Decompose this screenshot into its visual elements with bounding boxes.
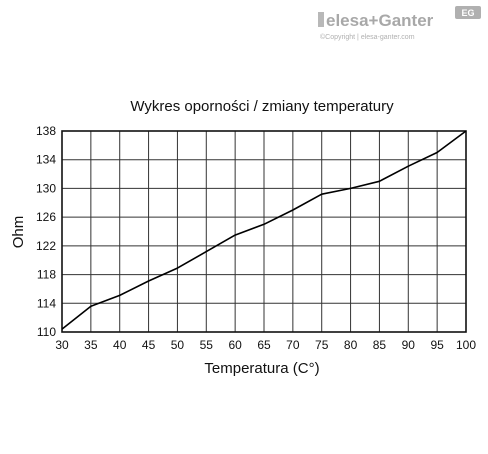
x-tick-label: 55: [200, 338, 214, 352]
x-tick-label: 85: [373, 338, 387, 352]
x-tick-label: 45: [142, 338, 156, 352]
y-tick-label: 130: [36, 181, 56, 195]
chart-title: Wykres oporności / zmiany temperatury: [130, 98, 394, 115]
grid: [61, 130, 467, 333]
y-axis-ticks: 110 114 118 122 126 130 134 138: [36, 124, 56, 339]
x-tick-label: 60: [228, 338, 242, 352]
plot-frame: [61, 130, 467, 333]
x-tick-label: 35: [84, 338, 98, 352]
brand-badge: EG: [455, 6, 481, 19]
x-tick-label: 75: [315, 338, 329, 352]
brand-mark-icon: [318, 12, 324, 27]
x-tick-label: 100: [456, 338, 476, 352]
x-tick-label: 80: [344, 338, 358, 352]
x-tick-label: 70: [286, 338, 300, 352]
x-tick-label: 40: [113, 338, 127, 352]
x-tick-label: 30: [55, 338, 69, 352]
y-tick-label: 126: [36, 210, 56, 224]
brand-name: elesa+Ganter: [326, 11, 434, 30]
series-line: [61, 130, 467, 330]
brand-logo: elesa+Ganter EG ©Copyright | elesa-gante…: [318, 6, 481, 41]
x-tick-label: 90: [402, 338, 416, 352]
y-tick-label: 114: [37, 296, 56, 310]
y-tick-label: 118: [37, 268, 56, 282]
x-tick-label: 50: [171, 338, 185, 352]
y-tick-label: 110: [37, 325, 56, 339]
x-tick-label: 65: [257, 338, 271, 352]
y-axis-label: Ohm: [10, 216, 27, 249]
y-tick-label: 122: [36, 239, 56, 253]
y-tick-label: 138: [36, 124, 56, 138]
brand-badge-text: EG: [461, 8, 474, 18]
x-axis-ticks: 30 35 40 45 50 55 60 65 70 75 80 85 90 95 100: [55, 338, 476, 352]
y-tick-label: 134: [36, 153, 56, 167]
brand-copyright: ©Copyright | elesa-ganter.com: [320, 33, 415, 41]
x-tick-label: 95: [430, 338, 444, 352]
x-axis-label: Temperatura (C°): [204, 360, 319, 377]
